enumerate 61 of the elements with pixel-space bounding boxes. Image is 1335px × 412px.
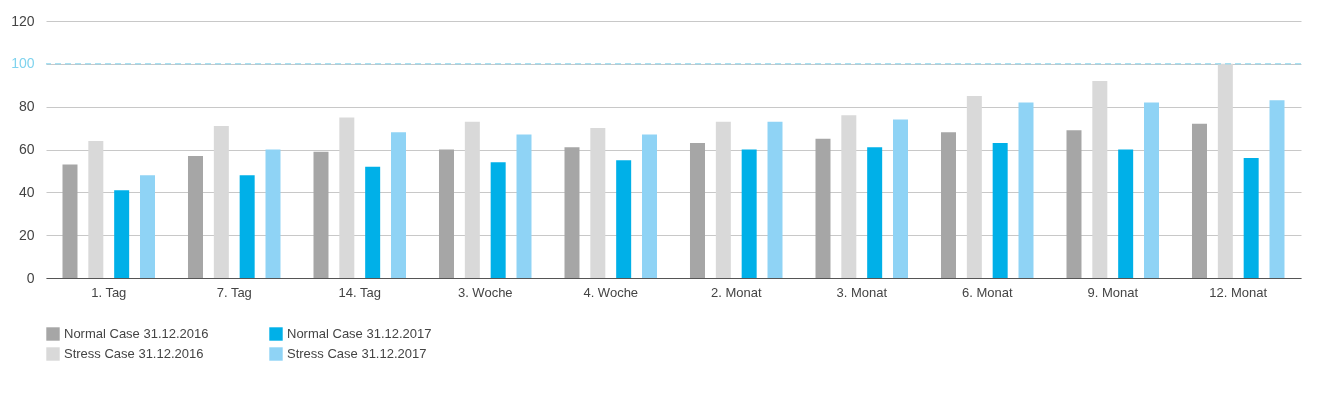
bar [239,175,255,278]
bar [391,132,407,278]
bar [339,117,355,278]
bar [1118,149,1134,278]
bar [767,121,783,278]
bar [438,149,454,278]
y-tick-label: 20 [18,226,35,243]
bar [1217,63,1233,278]
y-tick-label: 0 [26,269,35,286]
bar [689,143,705,278]
bar [464,121,480,278]
bar [213,125,229,278]
bar [516,134,532,278]
x-tick-label: 7. Tag [216,284,252,300]
bar [114,190,130,278]
bar [715,121,731,278]
bar [940,132,956,278]
y-tick-label: 120 [11,12,35,29]
bar [140,175,156,278]
bar [1018,102,1034,278]
bar [1243,158,1259,278]
legend-label: Stress Case 31.12.2016 [64,346,204,361]
x-tick-label: 9. Monat [1087,284,1139,300]
bar [590,128,606,278]
bar [564,147,580,278]
bar [1191,123,1207,278]
bar [265,149,281,278]
bar [313,151,329,278]
y-tick-label: 40 [18,183,35,200]
x-tick-label: 2. Monat [710,284,762,300]
legend-label: Normal Case 31.12.2017 [287,326,432,341]
x-tick-label: 3. Monat [836,284,888,300]
bar [966,95,982,278]
bar [893,119,909,278]
y-tick-label: 60 [18,141,35,157]
x-tick-label: 6. Monat [961,284,1013,300]
bar [815,138,831,278]
x-tick-label: 3. Woche [457,284,513,300]
bar [1269,100,1285,278]
bar [187,155,203,278]
x-tick-label: 1. Tag [91,284,127,300]
bar [62,164,78,278]
bar [992,143,1008,278]
x-tick-label: 4. Woche [583,284,639,300]
y-tick-label: 100 [11,55,35,72]
bar [867,147,883,278]
bar [616,160,632,278]
bar [1092,80,1108,278]
legend-label: Normal Case 31.12.2016 [64,326,209,341]
bar [1144,102,1160,278]
bar [365,166,381,278]
bar [88,140,104,278]
bar [841,115,857,278]
x-tick-label: 12. Monat [1209,284,1268,300]
bar [741,149,757,278]
legend-label: Stress Case 31.12.2017 [287,346,427,361]
bar [642,134,658,278]
bar [490,162,506,278]
y-tick-label: 80 [18,98,35,115]
bar [1066,130,1082,278]
x-tick-label: 14. Tag [338,284,381,300]
